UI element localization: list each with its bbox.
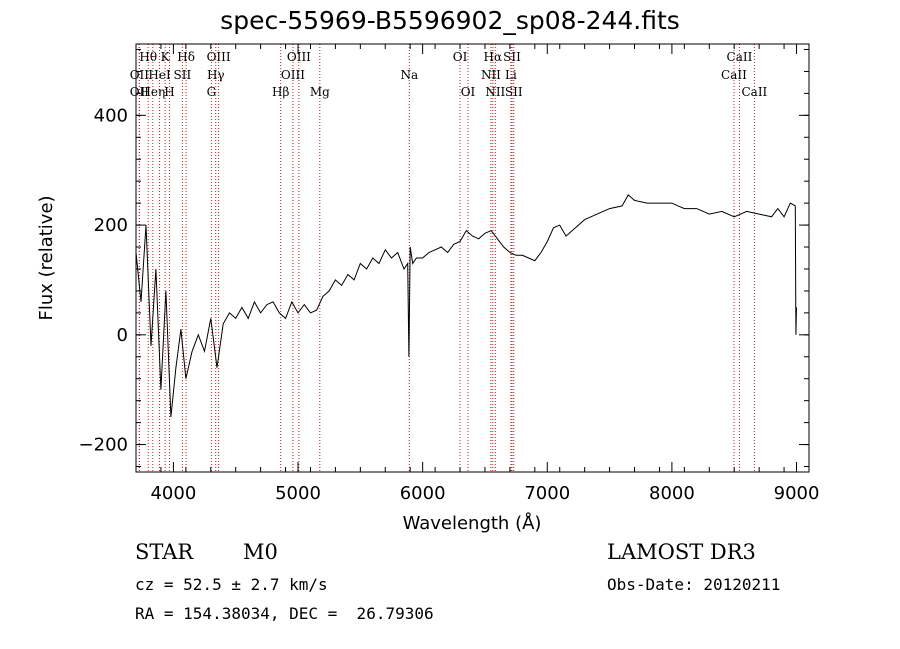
line-label: OI [461, 85, 476, 99]
coordinates: RA = 154.38034, DEC = 26.79306 [135, 604, 434, 623]
redshift-info: cz = 52.5 ± 2.7 km/s [135, 575, 328, 594]
y-axis-label: Flux (relative) [36, 195, 57, 320]
line-label: CaII [721, 68, 747, 82]
chart-title: spec-55969-B5596902_sp08-244.fits [220, 6, 680, 35]
line-label: OI [453, 50, 468, 64]
line-label: NII [481, 68, 501, 82]
y-tick-label: 0 [117, 325, 128, 346]
survey-name: LAMOST DR3 [607, 540, 756, 564]
line-label: HeI [148, 68, 171, 82]
line-label: SII [505, 85, 523, 99]
x-tick-label: 9000 [774, 483, 820, 504]
line-label: Hθ [139, 50, 157, 64]
object-subclass: M0 [243, 540, 278, 564]
line-label: CaII [741, 85, 767, 99]
line-label: K [161, 50, 171, 64]
x-tick-label: 5000 [275, 483, 321, 504]
line-label: Hδ [177, 50, 195, 64]
line-label: OII [130, 68, 150, 82]
plot-frame [135, 43, 810, 473]
x-tick-label: 6000 [400, 483, 446, 504]
y-tick-label: −200 [79, 435, 128, 456]
line-label: Hα [484, 50, 503, 64]
line-label: SII [503, 50, 521, 64]
line-label: OII [130, 85, 150, 99]
spectrum-line [135, 194, 797, 418]
line-label: OIII [281, 68, 305, 82]
line-label: SII [174, 68, 192, 82]
object-class: STAR [135, 540, 194, 564]
x-tick-label: 8000 [649, 483, 695, 504]
line-label: Mg [310, 85, 330, 99]
line-label: Na [400, 68, 418, 82]
line-label: OIII [287, 50, 311, 64]
line-label: OIII [207, 50, 231, 64]
line-label: H [164, 85, 174, 99]
axes: 4000 5000 6000 7000 8000 9000 −200 0 200 400 [79, 44, 820, 504]
line-label: NII [485, 85, 505, 99]
x-tick-label: 7000 [524, 483, 570, 504]
line-label: Li [505, 68, 517, 82]
line-label: Hγ [207, 68, 225, 82]
line-label: CaII [727, 50, 753, 64]
observation-date: Obs-Date: 20120211 [607, 575, 781, 594]
line-label: G [207, 85, 217, 99]
y-tick-label: 200 [94, 215, 128, 236]
line-label: Hβ [272, 85, 289, 99]
y-tick-label: 400 [94, 105, 128, 126]
x-tick-label: 4000 [150, 483, 196, 504]
line-markers [138, 44, 755, 472]
line-label: Heη [140, 85, 165, 99]
x-axis-label: Wavelength (Å) [403, 512, 542, 534]
